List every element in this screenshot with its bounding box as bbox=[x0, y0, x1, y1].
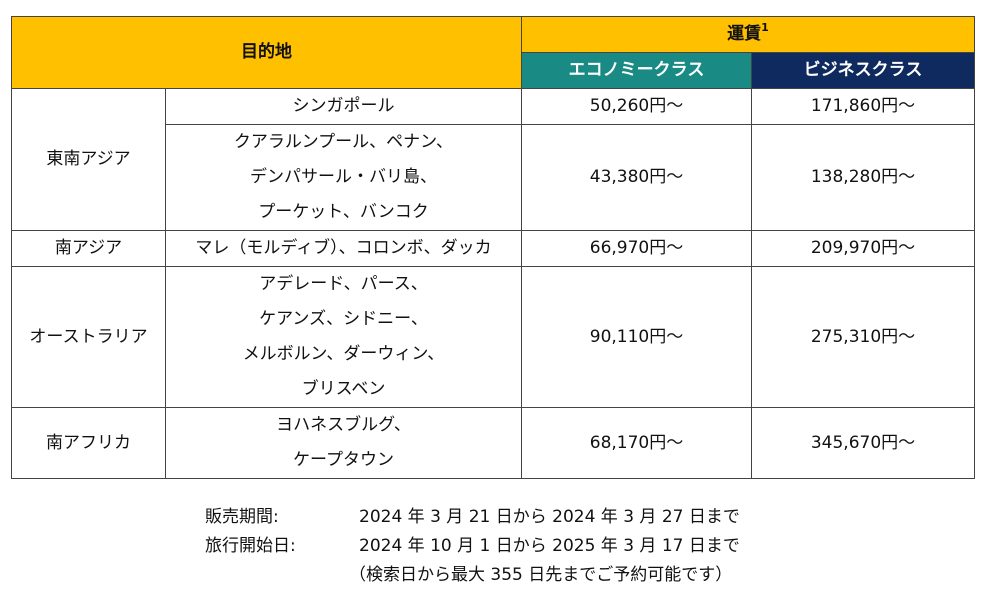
destination-line: ヨハネスブルグ、 bbox=[276, 415, 411, 435]
travel-start-label: 旅行開始日: bbox=[205, 536, 296, 556]
economy-fare-cell: 68,170円～ bbox=[521, 407, 752, 479]
economy-fare-cell: 90,110円～ bbox=[521, 266, 752, 408]
fare-table: 目的地 運賃1 エコノミークラス ビジネスクラス 東南アジア シンガポール 50… bbox=[11, 16, 975, 479]
region-cell: 東南アジア bbox=[11, 88, 166, 231]
fare-footnote-marker: 1 bbox=[761, 21, 769, 34]
destination-line: マレ（モルディブ）、コロンボ、ダッカ bbox=[195, 238, 492, 258]
travel-start-row: 旅行開始日: 2024 年 10 月 1 日から 2025 年 3 月 17 日… bbox=[205, 532, 740, 561]
destination-line: シンガポール bbox=[292, 96, 395, 116]
destination-cell: マレ（モルディブ）、コロンボ、ダッカ bbox=[165, 230, 522, 267]
region-cell: 南アジア bbox=[11, 230, 166, 267]
sales-period-row: 販売期間: 2024 年 3 月 21 日から 2024 年 3 月 27 日ま… bbox=[205, 503, 740, 532]
destination-header: 目的地 bbox=[11, 16, 522, 89]
destination-cell: クアラルンプール、ペナン、 デンパサール・バリ島、 プーケット、バンコク bbox=[165, 124, 522, 231]
destination-line: アデレード、パース、 bbox=[259, 274, 428, 294]
economy-fare-cell: 50,260円～ bbox=[521, 88, 752, 125]
sale-notes: 販売期間: 2024 年 3 月 21 日から 2024 年 3 月 27 日ま… bbox=[205, 503, 740, 590]
region-cell: 南アフリカ bbox=[11, 407, 166, 479]
search-note: （検索日から最大 355 日先までご予約可能です） bbox=[349, 565, 733, 585]
business-fare-cell: 275,310円～ bbox=[751, 266, 975, 408]
table-row: 南アフリカ ヨハネスブルグ、 ケープタウン 68,170円～ 345,670円～ bbox=[11, 407, 975, 479]
business-fare-cell: 138,280円～ bbox=[751, 124, 975, 231]
region-cell: オーストラリア bbox=[11, 266, 166, 408]
fare-header: 運賃1 bbox=[521, 16, 975, 53]
economy-fare-cell: 66,970円～ bbox=[521, 230, 752, 267]
search-note-row: （検索日から最大 355 日先までご予約可能です） bbox=[205, 561, 740, 590]
fare-header-label: 運賃 bbox=[727, 24, 762, 44]
business-class-header: ビジネスクラス bbox=[751, 52, 975, 89]
sales-period-value: 2024 年 3 月 21 日から 2024 年 3 月 27 日まで bbox=[359, 507, 740, 527]
destination-line: クアラルンプール、ペナン、 bbox=[233, 132, 454, 152]
economy-fare-cell: 43,380円～ bbox=[521, 124, 752, 231]
destination-cell: アデレード、パース、 ケアンズ、シドニー、 メルボルン、ダーウィン、 ブリスベン bbox=[165, 266, 522, 408]
destination-cell: シンガポール bbox=[165, 88, 522, 125]
destination-line: ケープタウン bbox=[293, 450, 394, 470]
sales-period-label: 販売期間: bbox=[205, 507, 279, 527]
business-fare-cell: 345,670円～ bbox=[751, 407, 975, 479]
table-row: オーストラリア アデレード、パース、 ケアンズ、シドニー、 メルボルン、ダーウィ… bbox=[11, 266, 975, 408]
economy-class-header: エコノミークラス bbox=[521, 52, 752, 89]
table-row: 南アジア マレ（モルディブ）、コロンボ、ダッカ 66,970円～ 209,970… bbox=[11, 230, 975, 267]
business-fare-cell: 209,970円～ bbox=[751, 230, 975, 267]
destination-line: ブリスベン bbox=[301, 379, 386, 399]
travel-start-value: 2024 年 10 月 1 日から 2025 年 3 月 17 日まで bbox=[359, 536, 740, 556]
destination-cell: ヨハネスブルグ、 ケープタウン bbox=[165, 407, 522, 479]
destination-line: デンパサール・バリ島、 bbox=[250, 167, 437, 187]
business-fare-cell: 171,860円～ bbox=[751, 88, 975, 125]
table-row: 東南アジア シンガポール 50,260円～ 171,860円～ bbox=[11, 88, 975, 231]
destination-line: メルボルン、ダーウィン、 bbox=[242, 344, 445, 364]
destination-line: プーケット、バンコク bbox=[258, 202, 429, 222]
table-row: クアラルンプール、ペナン、 デンパサール・バリ島、 プーケット、バンコク 43,… bbox=[12, 124, 975, 231]
destination-line: ケアンズ、シドニー、 bbox=[259, 309, 428, 329]
